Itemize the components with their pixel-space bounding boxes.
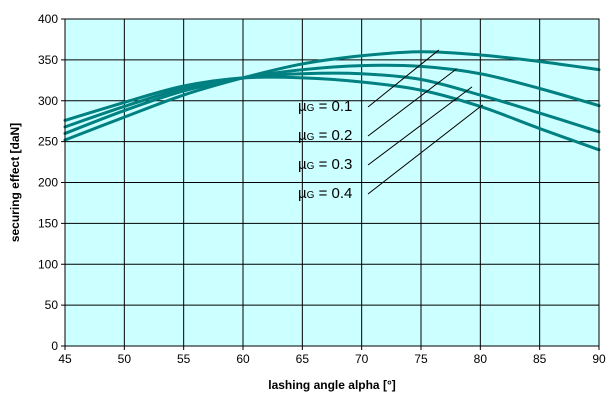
x-tick-label: 60 bbox=[236, 352, 250, 366]
y-tick-label: 150 bbox=[38, 216, 58, 230]
x-tick-label: 80 bbox=[474, 352, 488, 366]
y-tick-label: 0 bbox=[51, 339, 58, 353]
series-label-symbol: µ bbox=[298, 98, 307, 115]
x-tick-label: 45 bbox=[58, 352, 72, 366]
x-axis-title: lashing angle alpha [°] bbox=[268, 378, 395, 392]
series-line-2 bbox=[63, 63, 601, 135]
leader-line-4 bbox=[367, 104, 484, 195]
x-tick-label: 50 bbox=[118, 352, 132, 366]
series-line-4 bbox=[63, 75, 601, 152]
series-line-1 bbox=[63, 50, 601, 142]
x-tick-label: 85 bbox=[533, 352, 547, 366]
series-label-4: µG = 0.4 bbox=[298, 185, 352, 202]
x-tick-label: 75 bbox=[414, 352, 428, 366]
series-label-value: = 0.4 bbox=[314, 185, 352, 202]
series-label-symbol: µ bbox=[298, 127, 307, 144]
y-tick-label: 200 bbox=[38, 176, 58, 190]
x-tick-label: 55 bbox=[177, 352, 191, 366]
leader-line-3 bbox=[367, 86, 473, 166]
x-axis-ticks: 45 50 55 60 65 70 75 80 85 90 bbox=[58, 346, 606, 366]
x-tick-label: 70 bbox=[355, 352, 369, 366]
y-tick-label: 50 bbox=[45, 298, 59, 312]
series-label-symbol: µ bbox=[298, 185, 307, 202]
series-line-3 bbox=[63, 71, 601, 134]
y-tick-label: 400 bbox=[38, 12, 58, 26]
series-label-subscript: G bbox=[307, 103, 315, 114]
y-axis-ticks: 0 50 100 150 200 250 300 350 400 bbox=[38, 12, 65, 353]
series-label-value: = 0.3 bbox=[314, 156, 352, 173]
x-tick-label: 65 bbox=[296, 352, 310, 366]
series-label-subscript: G bbox=[307, 132, 315, 143]
y-tick-label: 300 bbox=[38, 94, 58, 108]
series-label-3: µG = 0.3 bbox=[298, 156, 352, 173]
series-lines bbox=[63, 50, 601, 152]
series-label-subscript: G bbox=[307, 190, 315, 201]
y-tick-label: 250 bbox=[38, 135, 58, 149]
y-axis-title: securing effect [daN] bbox=[8, 123, 22, 242]
series-annotations: µG = 0.1µG = 0.2µG = 0.3µG = 0.4 bbox=[298, 49, 484, 202]
series-label-subscript: G bbox=[307, 161, 315, 172]
leader-line-1 bbox=[367, 49, 440, 108]
leader-line-2 bbox=[367, 68, 457, 137]
series-label-2: µG = 0.2 bbox=[298, 127, 352, 144]
series-label-symbol: µ bbox=[298, 156, 307, 173]
series-label-value: = 0.1 bbox=[314, 98, 352, 115]
y-tick-label: 350 bbox=[38, 53, 58, 67]
series-label-value: = 0.2 bbox=[314, 127, 352, 144]
y-tick-label: 100 bbox=[38, 257, 58, 271]
x-tick-label: 90 bbox=[592, 352, 606, 366]
series-label-1: µG = 0.1 bbox=[298, 98, 352, 115]
